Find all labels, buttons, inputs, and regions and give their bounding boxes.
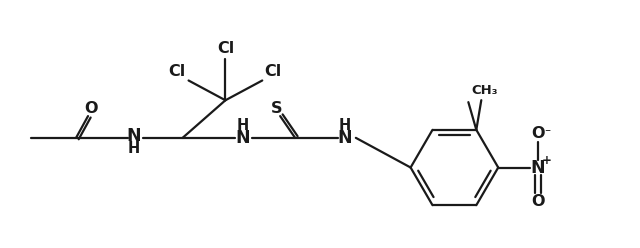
Text: Cl: Cl xyxy=(217,41,234,56)
Text: N: N xyxy=(127,127,141,145)
Text: Cl: Cl xyxy=(168,64,185,79)
Text: N: N xyxy=(531,158,545,177)
Text: +: + xyxy=(542,154,552,167)
Text: O: O xyxy=(84,101,98,116)
Text: H: H xyxy=(236,119,248,133)
Text: S: S xyxy=(271,101,282,116)
Text: H: H xyxy=(128,141,140,156)
Text: N: N xyxy=(235,129,250,147)
Text: CH₃: CH₃ xyxy=(471,84,497,97)
Text: N: N xyxy=(337,129,352,147)
Text: H: H xyxy=(339,119,351,133)
Text: O: O xyxy=(531,126,545,141)
Text: ⁻: ⁻ xyxy=(544,127,550,140)
Text: Cl: Cl xyxy=(264,64,282,79)
Text: O: O xyxy=(531,194,545,209)
